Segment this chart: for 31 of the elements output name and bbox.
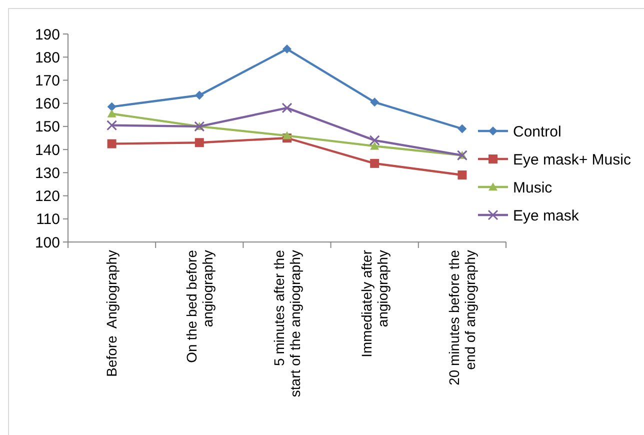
- legend-label: Music: [513, 179, 553, 196]
- point: [370, 158, 380, 168]
- point: [282, 102, 292, 114]
- y-tick-label: 170: [34, 72, 60, 90]
- y-tick-label: 120: [34, 188, 60, 206]
- point: [458, 124, 467, 134]
- y-tick-label: 130: [34, 164, 60, 182]
- y-tick-label: 190: [34, 26, 60, 44]
- legend-label: Control: [513, 123, 562, 140]
- point: [107, 139, 116, 148]
- point: [194, 90, 204, 100]
- x-tick-label: Before Angiography: [104, 250, 120, 377]
- y-tick-label: 140: [34, 142, 60, 159]
- point: [282, 131, 292, 140]
- legend-label: Eye mask+ Music: [513, 151, 632, 168]
- point: [106, 120, 118, 131]
- y-tick-label: 100: [34, 234, 60, 252]
- point: [370, 142, 380, 150]
- point: [369, 135, 380, 146]
- point: [370, 98, 380, 107]
- point: [194, 138, 204, 148]
- y-tick-label: 180: [34, 49, 60, 66]
- y-tick-label: 160: [34, 96, 60, 113]
- y-tick-label: 150: [34, 118, 60, 136]
- point: [282, 44, 292, 54]
- legend-label: Eye mask: [513, 207, 580, 224]
- y-tick-label: 110: [36, 211, 60, 228]
- x-tick-label: On the bed before angiography: [183, 250, 216, 363]
- point: [107, 102, 116, 112]
- point: [458, 170, 467, 180]
- point: [107, 109, 116, 118]
